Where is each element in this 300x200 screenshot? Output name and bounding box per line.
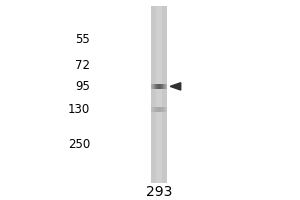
Bar <box>156 6 162 183</box>
Text: 55: 55 <box>75 33 90 46</box>
Text: 95: 95 <box>75 80 90 93</box>
Text: 72: 72 <box>75 59 90 72</box>
Text: 130: 130 <box>68 103 90 116</box>
Text: 293: 293 <box>146 185 172 199</box>
Bar <box>151 6 167 183</box>
Polygon shape <box>170 83 181 90</box>
Text: 250: 250 <box>68 138 90 151</box>
